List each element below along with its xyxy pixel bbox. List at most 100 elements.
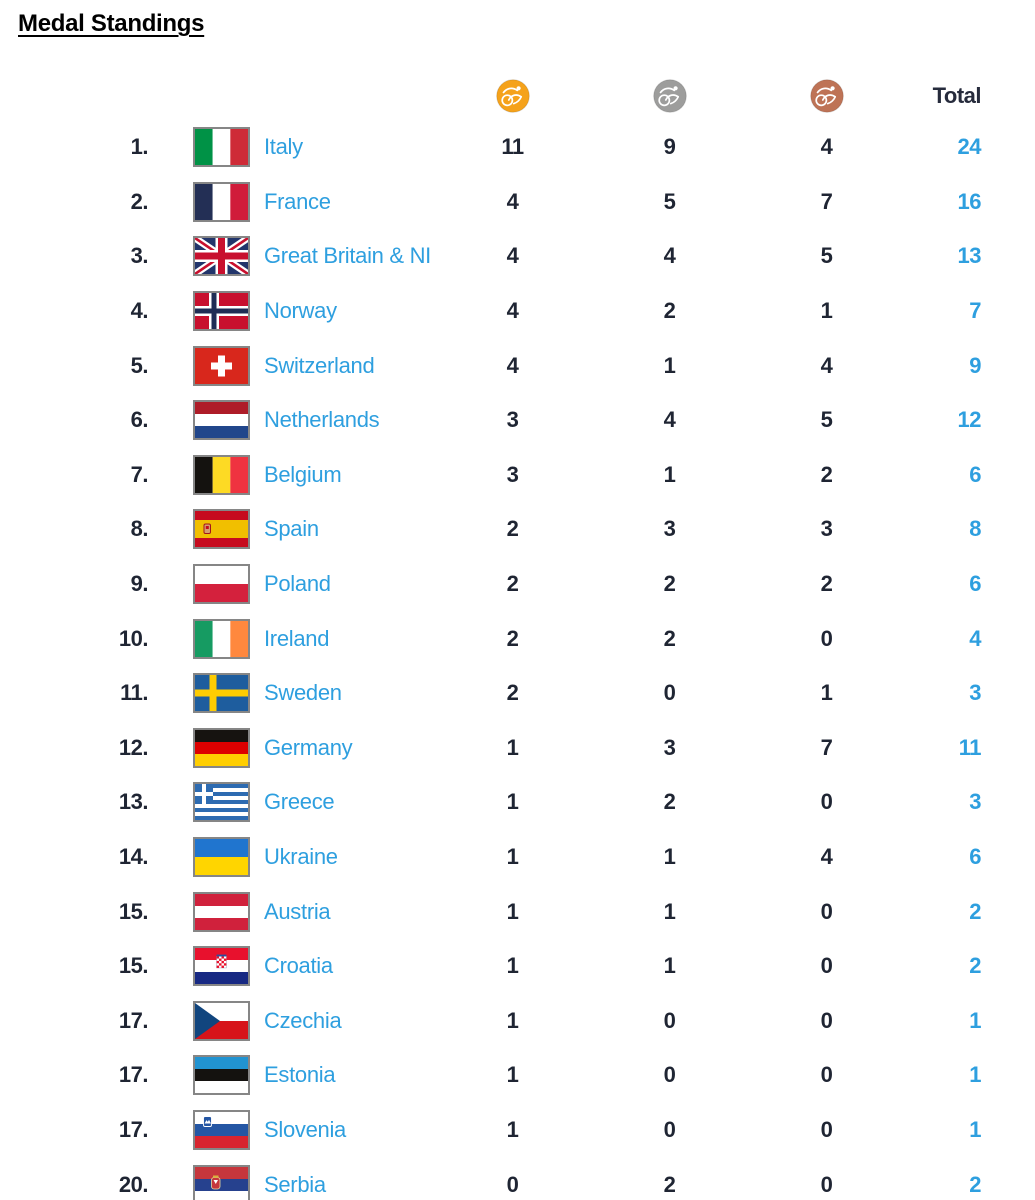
- country-name-link[interactable]: Netherlands: [264, 407, 380, 433]
- ua-flag-icon: [193, 837, 250, 878]
- silver-count: 2: [663, 298, 676, 324]
- gold-count: 1: [506, 734, 519, 760]
- country-name-link[interactable]: Serbia: [264, 1171, 326, 1197]
- country-name-link[interactable]: Czechia: [264, 1007, 342, 1033]
- silver-count: 1: [663, 898, 676, 924]
- si-flag-icon: [193, 1109, 250, 1150]
- country-name-link[interactable]: Belgium: [264, 461, 342, 487]
- country-name-link[interactable]: Slovenia: [264, 1116, 346, 1142]
- total-count: 16: [957, 188, 982, 214]
- silver-count: 1: [663, 844, 676, 870]
- rank-cell: 12.: [118, 734, 149, 760]
- table-row: 17. Czechia 1 0 0 1: [0, 994, 1035, 1049]
- gold-count: 1: [506, 1062, 519, 1088]
- silver-count: 9: [663, 134, 676, 160]
- flag-cell: [193, 509, 250, 550]
- bronze-count: 0: [820, 953, 833, 979]
- flag-cell: [193, 1055, 250, 1096]
- flag-cell: [193, 1164, 250, 1200]
- table-header-row: Total: [0, 74, 1035, 118]
- gold-count: 2: [506, 571, 519, 597]
- country-name-link[interactable]: Germany: [264, 734, 353, 760]
- country-name-link[interactable]: Switzerland: [264, 352, 375, 378]
- table-row: 14. Ukraine 1 1 4 6: [0, 830, 1035, 885]
- silver-count: 2: [663, 571, 676, 597]
- silver-count: 2: [663, 789, 676, 815]
- gold-count: 4: [506, 243, 519, 269]
- country-name-link[interactable]: Ukraine: [264, 844, 338, 870]
- rank-cell: 3.: [130, 243, 149, 269]
- country-name-link[interactable]: Sweden: [264, 680, 342, 706]
- rank-cell: 2.: [130, 188, 149, 214]
- flag-cell: [193, 345, 250, 386]
- country-name-link[interactable]: Poland: [264, 571, 331, 597]
- country-name-link[interactable]: Italy: [264, 134, 303, 160]
- rank-cell: 6.: [130, 407, 149, 433]
- flag-cell: [193, 181, 250, 222]
- bronze-count: 1: [820, 298, 833, 324]
- silver-count: 4: [663, 407, 676, 433]
- flag-cell: [193, 782, 250, 823]
- country-name-link[interactable]: Spain: [264, 516, 319, 542]
- table-row: 11. Sweden 2 0 1 3: [0, 666, 1035, 721]
- flag-cell: [193, 291, 250, 332]
- flag-cell: [193, 946, 250, 987]
- it-flag-icon: [193, 127, 250, 168]
- country-name-link[interactable]: Austria: [264, 898, 331, 924]
- silver-count: 0: [663, 1062, 676, 1088]
- country-name-link[interactable]: France: [264, 188, 331, 214]
- table-row: 4. Norway 4 2 1 7: [0, 284, 1035, 339]
- silver-count: 3: [663, 516, 676, 542]
- flag-cell: [193, 618, 250, 659]
- table-row: 2. France 4 5 7 16: [0, 175, 1035, 230]
- gold-count: 2: [506, 516, 519, 542]
- de-flag-icon: [193, 727, 250, 768]
- country-name-link[interactable]: Great Britain & NI: [264, 243, 431, 269]
- country-name-link[interactable]: Croatia: [264, 953, 333, 979]
- table-row: 12. Germany 1 3 7 11: [0, 721, 1035, 776]
- ch-flag-icon: [193, 345, 250, 386]
- hr-flag-icon: [193, 946, 250, 987]
- total-count: 3: [969, 680, 981, 706]
- bronze-count: 4: [820, 844, 833, 870]
- table-row: 15. Austria 1 1 0 2: [0, 884, 1035, 939]
- country-name-link[interactable]: Norway: [264, 298, 337, 324]
- silver-medal-icon: [652, 79, 687, 113]
- flag-cell: [193, 454, 250, 495]
- table-row: 6. Netherlands 3 4 5 12: [0, 393, 1035, 448]
- total-count: 2: [969, 1171, 981, 1197]
- total-count: 9: [969, 352, 981, 378]
- rank-cell: 14.: [118, 844, 149, 870]
- bronze-count: 4: [820, 352, 833, 378]
- gold-count: 4: [506, 352, 519, 378]
- gold-count: 1: [506, 953, 519, 979]
- bronze-count: 0: [820, 1062, 833, 1088]
- total-count: 2: [969, 898, 981, 924]
- flag-cell: [193, 564, 250, 605]
- flag-cell: [193, 127, 250, 168]
- rank-cell: 20.: [118, 1171, 149, 1197]
- bronze-count: 0: [820, 1007, 833, 1033]
- silver-count: 0: [663, 1007, 676, 1033]
- flag-cell: [193, 837, 250, 878]
- total-count: 24: [957, 134, 982, 160]
- fr-flag-icon: [193, 181, 250, 222]
- ee-flag-icon: [193, 1055, 250, 1096]
- silver-count: 5: [663, 188, 676, 214]
- rank-cell: 15.: [118, 898, 149, 924]
- country-name-link[interactable]: Greece: [264, 789, 335, 815]
- rank-cell: 17.: [118, 1116, 149, 1142]
- country-name-link[interactable]: Estonia: [264, 1062, 336, 1088]
- bronze-count: 4: [820, 134, 833, 160]
- rank-cell: 5.: [130, 352, 149, 378]
- silver-count: 4: [663, 243, 676, 269]
- bronze-count: 0: [820, 625, 833, 651]
- bronze-count: 0: [820, 1171, 833, 1197]
- table-row: 7. Belgium 3 1 2 6: [0, 448, 1035, 503]
- at-flag-icon: [193, 891, 250, 932]
- country-name-link[interactable]: Ireland: [264, 625, 330, 651]
- bronze-count: 0: [820, 789, 833, 815]
- table-row: 5. Switzerland 4 1 4 9: [0, 338, 1035, 393]
- gold-count: 11: [501, 134, 524, 160]
- total-count: 7: [969, 298, 981, 324]
